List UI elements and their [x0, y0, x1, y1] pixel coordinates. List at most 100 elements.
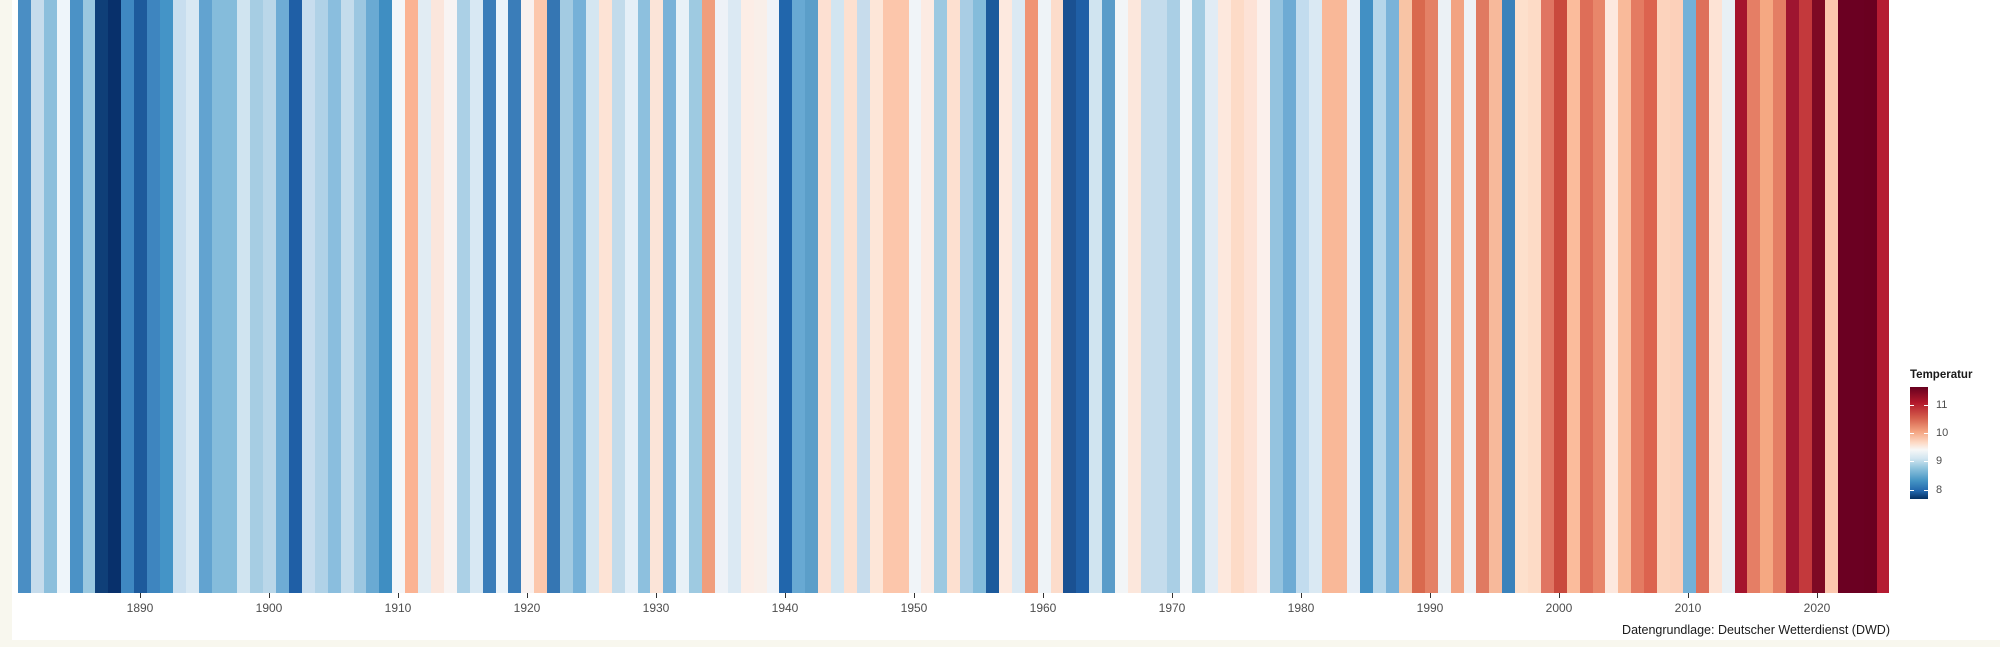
x-tick-label: 2010 [1674, 601, 1702, 615]
stripe-1946 [856, 0, 870, 593]
x-tick-label: 1960 [1029, 601, 1057, 615]
stripe-1952 [934, 0, 948, 593]
stripe-1945 [844, 0, 857, 593]
stripe-1964 [1089, 0, 1103, 593]
x-tick-label: 1920 [513, 601, 541, 615]
stripe-2000 [1553, 0, 1567, 593]
stripe-1900 [263, 0, 277, 593]
stripe-1951 [921, 0, 935, 593]
legend-label: 11 [1936, 399, 1948, 411]
stripe-1912 [418, 0, 431, 593]
legend-label: 9 [1936, 455, 1943, 467]
left-margin [0, 0, 12, 647]
x-tick [1559, 593, 1560, 598]
stripe-2001 [1566, 0, 1580, 593]
stripe-1972 [1192, 0, 1206, 593]
x-axis: 1890 1900 1910 1920 1930 1940 1950 1960 1970 1980… [0, 593, 2000, 623]
x-tick-label: 1940 [771, 601, 799, 615]
x-tick [656, 593, 657, 598]
stripe-2012 [1708, 0, 1722, 593]
stripe-1936 [727, 0, 741, 593]
stripe-2011 [1695, 0, 1709, 593]
stripe-1941 [792, 0, 806, 593]
legend-label: 8 [1936, 484, 1943, 496]
stripe-2019 [1799, 0, 1812, 593]
x-tick-label: 1990 [1416, 601, 1444, 615]
stripe-1999 [1540, 0, 1554, 593]
stripe-1944 [831, 0, 844, 593]
stripe-1962 [1063, 0, 1077, 593]
stripe-1893 [172, 0, 186, 593]
stripe-1949 [895, 0, 909, 593]
stripe-2009 [1670, 0, 1683, 593]
legend-tick [1910, 405, 1928, 406]
stripe-2017 [1773, 0, 1787, 593]
stripe-1882 [30, 0, 44, 593]
stripe-1892 [159, 0, 173, 593]
legend-label: 10 [1936, 427, 1949, 439]
stripe-1942 [805, 0, 819, 593]
stripe-1963 [1076, 0, 1090, 593]
stripe-1935 [714, 0, 728, 593]
stripe-1928 [624, 0, 638, 593]
x-tick [914, 593, 915, 598]
stripe-1922 [547, 0, 561, 593]
stripe-1989 [1411, 0, 1425, 593]
stripe-1934 [702, 0, 715, 593]
stripe-2024 [1863, 0, 1877, 593]
stripe-1929 [637, 0, 651, 593]
stripe-2006 [1631, 0, 1645, 593]
stripe-1895 [198, 0, 212, 593]
stripe-1918 [495, 0, 509, 593]
stripe-1885 [69, 0, 83, 593]
x-tick [1688, 593, 1689, 598]
stripe-2003 [1592, 0, 1606, 593]
stripe-1992 [1450, 0, 1464, 593]
x-tick-label: 1900 [255, 601, 283, 615]
stripe-1887 [95, 0, 109, 593]
stripe-1966 [1115, 0, 1128, 593]
warming-stripes [18, 0, 1890, 593]
stripe-1903 [301, 0, 315, 593]
bottom-margin [0, 640, 2000, 647]
stripe-1881 [18, 0, 31, 593]
stripe-1937 [740, 0, 754, 593]
x-tick [398, 593, 399, 598]
stripe-1997 [1515, 0, 1529, 593]
stripe-1950 [908, 0, 922, 593]
stripe-1967 [1127, 0, 1141, 593]
stripe-2015 [1747, 0, 1761, 593]
stripe-1925 [585, 0, 599, 593]
stripe-1958 [1011, 0, 1025, 593]
stripe-1909 [379, 0, 393, 593]
stripe-1890 [134, 0, 148, 593]
stripe-1948 [882, 0, 896, 593]
stripe-1984 [1347, 0, 1361, 593]
stripe-2004 [1605, 0, 1619, 593]
legend-tick [1910, 433, 1928, 434]
x-tick [527, 593, 528, 598]
stripe-2023 [1850, 0, 1864, 593]
stripe-2002 [1579, 0, 1593, 593]
x-tick-label: 2020 [1803, 601, 1831, 615]
color-legend: Temperatur 11 10 9 8 [1910, 369, 1972, 499]
stripe-1969 [1153, 0, 1167, 593]
stripe-1923 [560, 0, 573, 593]
stripe-1987 [1386, 0, 1399, 593]
stripe-1988 [1398, 0, 1412, 593]
legend-body: 11 10 9 8 [1910, 387, 1972, 499]
stripe-1959 [1024, 0, 1038, 593]
stripe-1931 [663, 0, 677, 593]
stripe-1981 [1308, 0, 1322, 593]
stripe-2013 [1721, 0, 1735, 593]
stripe-1884 [56, 0, 70, 593]
stripe-1978 [1269, 0, 1283, 593]
x-tick [785, 593, 786, 598]
stripe-1913 [431, 0, 444, 593]
stripe-1921 [534, 0, 548, 593]
stripe-1994 [1476, 0, 1490, 593]
stripe-1905 [327, 0, 341, 593]
x-tick-label: 1980 [1287, 601, 1315, 615]
stripe-2007 [1644, 0, 1658, 593]
stripe-1940 [779, 0, 793, 593]
